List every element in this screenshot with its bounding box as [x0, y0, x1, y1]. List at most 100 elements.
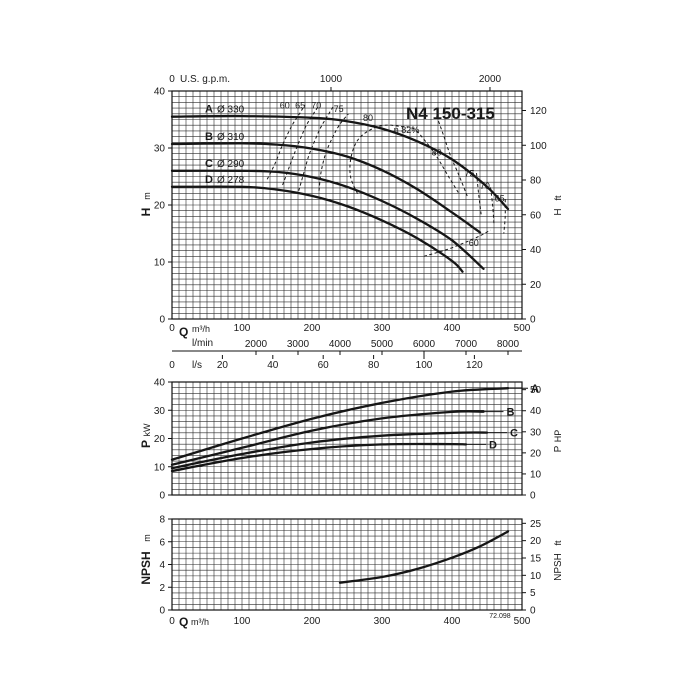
npsh-x-tick-label: 0: [169, 616, 175, 627]
npsh-x-tick-label: 300: [374, 616, 391, 627]
ls-tick-label: 100: [416, 360, 433, 371]
npsh-yunit: m: [142, 534, 152, 542]
gpm-tick-label: 1000: [320, 74, 343, 85]
power-right-tick-label: 10: [530, 469, 542, 480]
power-right-tick-label: 50: [530, 385, 542, 396]
chart-title: N4 150-315: [406, 104, 495, 123]
ls-axis-label: l/s: [192, 360, 202, 371]
q-tick-label: 400: [444, 323, 461, 334]
efficiency-line: [298, 106, 334, 191]
efficiency-label: 70: [311, 100, 321, 110]
q-axis-label: Q: [179, 325, 188, 339]
power-left-tick-label: 0: [159, 491, 165, 502]
power-right-label: P: [553, 445, 564, 452]
npsh-right-tick-label: 0: [530, 606, 536, 617]
power-curve-letter-d: D: [489, 439, 497, 451]
npsh-x-tick-label: 400: [444, 616, 461, 627]
lmin-tick-label: 3000: [287, 339, 310, 350]
npsh-right-label: NPSH: [553, 553, 564, 581]
head-plot-frame: [171, 90, 523, 320]
power-curves: [170, 387, 510, 473]
npsh-left-tick-label: 0: [159, 606, 165, 617]
power-ylabel: P: [139, 440, 153, 448]
head-curve-a: [170, 114, 510, 211]
head-curve-letter-c: C: [205, 158, 213, 170]
head-curves: [170, 114, 510, 273]
head-left-tick-label: 0: [159, 315, 165, 326]
efficiency-lines: [266, 104, 506, 257]
efficiency-line: [490, 187, 495, 225]
npsh-grid: [172, 519, 522, 610]
gpm-axis-label: U.S. g.p.m.: [180, 74, 230, 85]
q-tick-label: 300: [374, 323, 391, 334]
power-curve-d: [170, 442, 468, 473]
head-curve-letter-b: B: [205, 131, 213, 143]
efficiency-label: 75: [334, 104, 344, 114]
head-left-tick-label: 10: [154, 258, 166, 269]
efficiency-label: 60: [469, 238, 479, 248]
power-curve-letter-a: A: [531, 383, 539, 395]
head-right-label: H: [553, 208, 564, 215]
efficiency-label: 75: [464, 169, 474, 179]
npsh-left-tick-label: 8: [159, 515, 165, 526]
q-tick-label: 200: [304, 323, 321, 334]
head-curve-d: [170, 185, 464, 273]
lmin-tick-label: 4000: [329, 339, 352, 350]
head-right-tick-label: 100: [530, 141, 547, 152]
gpm-zero-label: 0: [169, 74, 175, 85]
ls-tick-label: 40: [267, 360, 279, 371]
efficiency-line: [423, 229, 491, 257]
ls-tick-label: 120: [466, 360, 483, 371]
npsh-right-tick-label: 20: [530, 536, 542, 547]
power-panel: 0 10 20 30 40 0 10 20 30 40 50 P kW P HP A BC D: [139, 378, 564, 502]
q-axis-unit: m³/h: [192, 324, 210, 334]
efficiency-line: [436, 115, 468, 197]
power-curve-labels: A BC D: [466, 383, 539, 451]
npsh-curve: [338, 530, 510, 584]
power-right-tick-label: 40: [530, 406, 542, 417]
power-ticks: 0 10 20 30 40 0 10 20 30 40 50: [154, 378, 542, 502]
head-right-tick-label: 120: [530, 106, 547, 117]
power-right-tick-label: 20: [530, 448, 542, 459]
head-right-tick-label: 40: [530, 245, 542, 256]
head-curve-letter-a: A: [205, 104, 213, 116]
efficiency-line: [349, 124, 460, 194]
power-left-tick-label: 40: [154, 378, 166, 389]
npsh-right-tick-label: 25: [530, 519, 542, 530]
head-yunit: m: [142, 192, 152, 200]
head-curve-diameter-b: Ø 310: [217, 132, 245, 143]
efficiency-line: [318, 113, 349, 191]
head-right-tick-label: 80: [530, 176, 542, 187]
efficiency-label: 80: [432, 148, 442, 158]
lmin-tick-label: 6000: [413, 339, 436, 350]
head-grid: [172, 91, 522, 319]
power-curve-letter-c: C: [510, 428, 518, 440]
power-left-tick-label: 20: [154, 434, 166, 445]
npsh-ylabel: NPSH: [139, 551, 153, 584]
head-curve-c: [170, 169, 485, 270]
npsh-left-tick-label: 6: [159, 537, 165, 548]
npsh-curves: [338, 530, 510, 584]
lmin-tick-label: 7000: [455, 339, 478, 350]
head-right-tick-label: 20: [530, 280, 542, 291]
efficiency-line: [503, 199, 506, 234]
npsh-xunit: m³/h: [191, 617, 209, 627]
head-right-tick-label: 60: [530, 210, 542, 221]
npsh-right-tick-label: 5: [530, 588, 536, 599]
power-left-tick-label: 10: [154, 462, 166, 473]
npsh-xlabel: Q: [179, 615, 188, 629]
power-left-tick-label: 30: [154, 406, 166, 417]
npsh-x-tick-label: 500: [514, 616, 531, 627]
npsh-plot-frame: [171, 518, 523, 611]
gpm-tick-label: 2000: [479, 74, 502, 85]
lmin-axis-label: l/min: [192, 338, 213, 349]
npsh-right-unit: ft: [553, 540, 563, 546]
efficiency-label: 80: [363, 113, 373, 123]
npsh-left-tick-label: 4: [159, 560, 165, 571]
power-curve-a: [170, 387, 510, 461]
npsh-left-tick-label: 2: [159, 583, 165, 594]
head-curve-diameter-a: Ø 330: [217, 105, 245, 116]
